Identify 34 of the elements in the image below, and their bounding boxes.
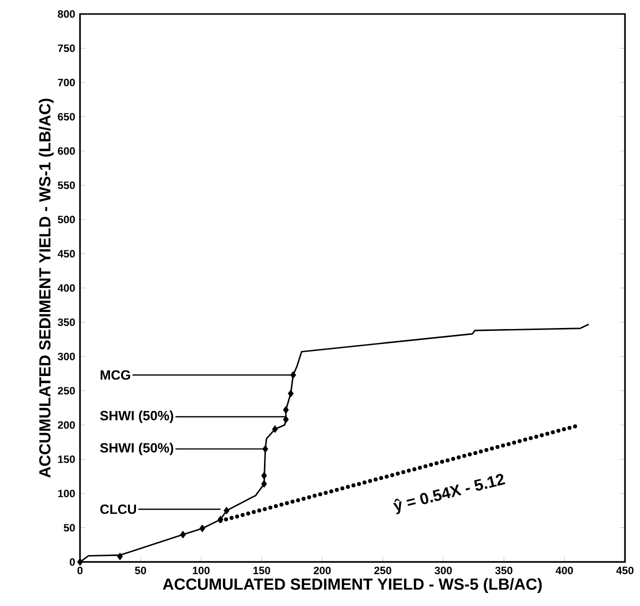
y-tick-label: 750 [58,44,75,52]
x-tick-label: 400 [556,566,573,574]
y-tick-label: 450 [58,250,75,258]
y-tick-label: 500 [58,216,75,224]
x-tick-label: 100 [192,566,210,574]
x-tick-label: 250 [374,566,392,574]
y-tick-label: 50 [64,524,75,532]
y-tick-label: 250 [58,386,75,395]
x-tick-label: 150 [253,566,270,574]
y-tick-label: 600 [58,147,75,155]
y-tick-label: 300 [58,352,75,360]
y-tick-label: 650 [58,112,75,121]
y-tick-label: 150 [58,455,75,464]
y-tick-label: 350 [58,318,75,326]
annotation: MCG [100,370,130,380]
x-tick-label: 350 [495,566,512,574]
y-tick-label: 200 [58,421,75,429]
y-tick-label: 800 [58,10,75,18]
x-axis-title: ACCUMULATED SEDIMENT YIELD - WS-5 (LB/AC) [162,578,542,594]
y-tick-label: 550 [58,181,75,190]
y-tick-label: 100 [58,490,75,498]
y-axis-title: ACCUMULATED SEDIMENT YIELD - WS-1 (LB/AC) [38,98,54,478]
y-tick-label: 700 [58,78,75,86]
annotation: CLCU [100,504,136,514]
annotation: SHWI (50%) [100,442,174,456]
x-tick-label: 450 [616,566,634,574]
x-tick-label: 50 [134,566,146,574]
y-tick-label: 400 [58,284,75,292]
y-tick-label: 0 [70,558,75,566]
annotation: SHWI (50%) [100,410,174,423]
x-tick-label: 200 [314,566,331,574]
x-tick-label: 0 [77,566,83,574]
annotation: ŷ = 0.54X - 5.12 [393,474,506,514]
x-tick-label: 300 [434,566,452,574]
